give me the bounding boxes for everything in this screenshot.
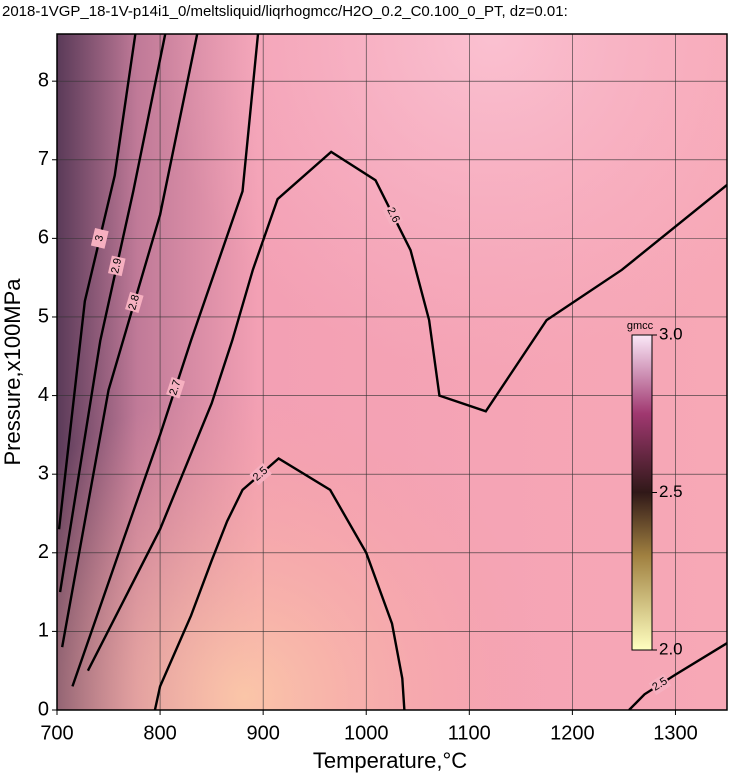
y-axis-label: Pressure,x100MPa <box>0 278 25 466</box>
y-tick-label: 7 <box>38 148 49 170</box>
contour-label-bg <box>166 376 185 399</box>
y-tick-label: 0 <box>38 698 49 720</box>
x-tick-label: 1300 <box>653 722 698 744</box>
colorbar <box>631 334 653 651</box>
contour-label-bg <box>90 227 109 249</box>
contour-line <box>86 150 727 672</box>
contour-label-group: 3 <box>90 227 109 249</box>
x-tick-label: 800 <box>143 722 176 744</box>
y-tick-label: 4 <box>38 384 49 406</box>
x-tick-label: 700 <box>40 722 73 744</box>
contour-label-bg <box>125 291 144 314</box>
contour-label-bg <box>648 673 672 696</box>
x-tick-label: 900 <box>246 722 279 744</box>
contour-label-group: 2.8 <box>125 291 144 314</box>
contour-label-bg <box>249 462 272 486</box>
x-tick-label: 1200 <box>550 722 595 744</box>
chart-title: 2018-1VGP_18-1V-p14i1_0/meltsliquid/liqr… <box>2 3 568 20</box>
y-tick-label: 1 <box>38 620 49 642</box>
contour-label-bg <box>108 255 126 277</box>
x-tick-label: 1100 <box>448 722 491 744</box>
contour-label: 2.7 <box>167 379 183 397</box>
contour-label-bg <box>382 204 404 227</box>
contour-label-group: 2.5 <box>249 462 272 486</box>
contour-label-group: 2.7 <box>166 376 185 399</box>
y-tick-label: 3 <box>38 462 49 484</box>
contour-label-group: 2.5 <box>648 673 672 696</box>
x-tick-label: 1000 <box>344 722 389 744</box>
contour-label: 2.8 <box>126 293 142 311</box>
colorbar-tick-label: 2.0 <box>659 639 683 658</box>
colorbar-label: gmcc <box>627 320 654 332</box>
contour-label-group: 2.6 <box>382 204 404 227</box>
y-tick-label: 5 <box>38 305 49 327</box>
contour-label: 3 <box>93 234 106 243</box>
colorbar-tick-label: 2.5 <box>659 482 683 501</box>
plot-frame <box>56 33 728 711</box>
y-tick-label: 6 <box>38 227 49 249</box>
plot-area: 2.5 2.5 2.6 2.7 2.8 2.9 3 <box>57 34 727 710</box>
x-axis-label: Temperature,°C <box>313 748 467 773</box>
background <box>57 34 727 710</box>
y-tick-label: 8 <box>38 69 49 91</box>
contour-label-group: 2.9 <box>108 255 126 277</box>
contour-label: 2.9 <box>109 257 124 275</box>
colorbar-tick-label: 3.0 <box>659 324 683 343</box>
y-tick-label: 2 <box>38 541 49 563</box>
